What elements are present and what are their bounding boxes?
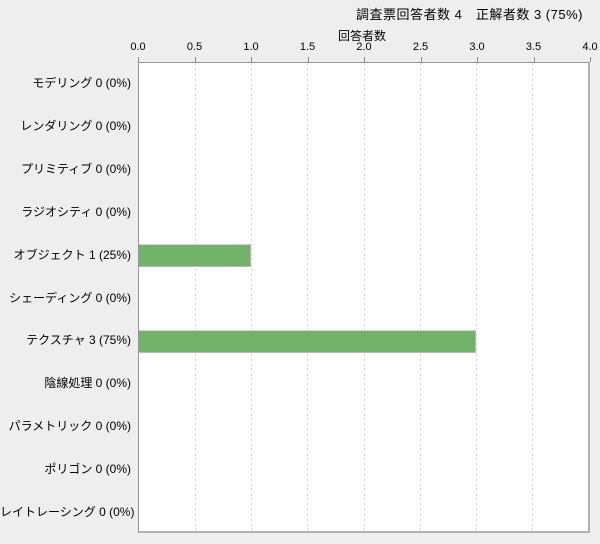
x-axis-tick-mark <box>590 57 591 62</box>
gridline <box>307 63 309 531</box>
category-label: オブジェクト 1 (25%) <box>13 247 131 262</box>
x-axis-tick-label: 3.5 <box>525 41 542 53</box>
gridline <box>363 63 365 531</box>
x-axis-tick-mark <box>251 57 252 62</box>
gridline <box>419 63 421 531</box>
category-label: パラメトリック 0 (0%) <box>8 418 131 433</box>
x-axis-tick-label: 3.0 <box>469 41 485 53</box>
x-axis-tick-label: 1.0 <box>243 41 259 53</box>
category-label: シェーディング 0 (0%) <box>9 290 131 305</box>
x-axis-tick-mark <box>138 57 139 62</box>
gridline <box>195 63 197 531</box>
category-label: ポリゴン 0 (0%) <box>44 461 131 476</box>
x-axis-tick-mark <box>194 57 196 62</box>
x-axis-tick-label: 2.5 <box>412 41 429 53</box>
bar-オブジェクト <box>139 244 252 268</box>
x-axis-tick-mark <box>533 57 535 62</box>
category-label: レンダリング 0 (0%) <box>20 119 131 134</box>
x-axis-tick-label: 0.5 <box>186 41 203 53</box>
category-label: テクスチャ 3 (75%) <box>26 333 131 348</box>
x-axis-tick-mark <box>420 57 422 62</box>
x-axis-tick-mark <box>307 57 309 62</box>
gridline <box>475 63 477 531</box>
category-label: 陰線処理 0 (0%) <box>44 376 131 391</box>
category-label: プリミティブ 0 (0%) <box>21 162 131 177</box>
category-label: モデリング 0 (0%) <box>32 76 131 91</box>
chart-title: 調査票回答者数 4 正解者数 3 (75%) <box>356 7 583 22</box>
x-axis-tick-label: 4.0 <box>582 41 598 53</box>
gridline <box>251 63 253 531</box>
x-axis-tick-label: 0.0 <box>130 41 146 53</box>
x-axis-tick-label: 1.5 <box>299 41 316 53</box>
gridline <box>531 63 533 531</box>
plot-area <box>138 62 590 533</box>
category-label: ラジオシティ 0 (0%) <box>21 204 131 219</box>
x-axis-tick-label: 2.0 <box>356 41 372 53</box>
x-axis-title: 回答者数 <box>338 29 387 43</box>
category-label: レイトレーシング 0 (0%) <box>0 504 135 519</box>
x-axis-tick-mark <box>477 57 478 62</box>
bar-テクスチャ <box>139 329 476 353</box>
x-axis-tick-mark <box>364 57 365 62</box>
